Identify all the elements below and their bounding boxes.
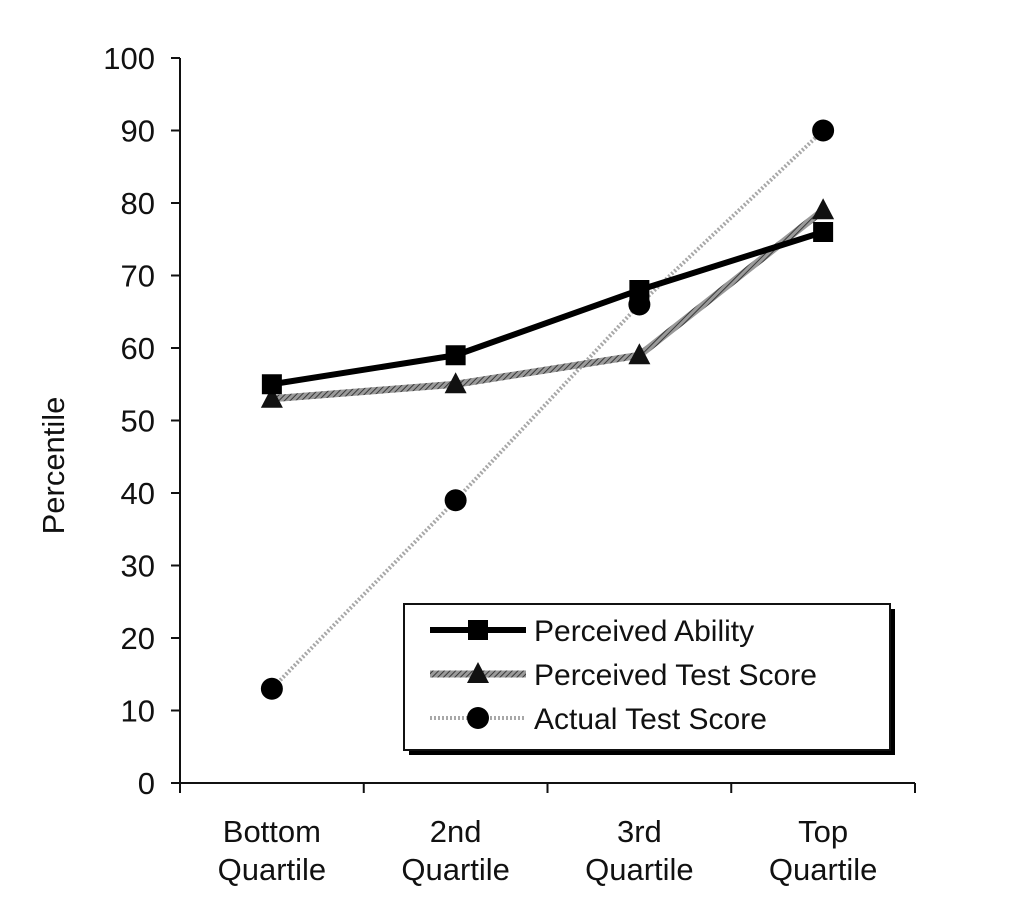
- y-tick-label: 10: [121, 694, 155, 729]
- y-tick-label: 0: [138, 766, 155, 801]
- y-tick-label: 100: [103, 41, 155, 76]
- x-tick-label: Quartile: [218, 852, 327, 887]
- y-tick-label: 80: [121, 186, 155, 221]
- y-tick-label: 90: [121, 114, 155, 149]
- x-tick-label: Quartile: [585, 852, 694, 887]
- y-tick-label: 20: [121, 621, 155, 656]
- square-marker: [261, 374, 282, 395]
- series-line: [270, 129, 825, 691]
- series-layer: [260, 119, 835, 700]
- x-tick-label: 2nd: [430, 814, 482, 849]
- series-perceived-test-score: [260, 198, 835, 408]
- square-marker: [445, 345, 466, 366]
- triangle-marker: [444, 372, 467, 394]
- x-tick-label: Quartile: [401, 852, 510, 887]
- circle-marker: [260, 677, 283, 700]
- legend: Perceived Ability Perceived Test Score Act…: [403, 603, 895, 755]
- x-tick-label: Bottom: [223, 814, 321, 849]
- triangle-marker: [628, 343, 651, 365]
- legend-label: Actual Test Score: [534, 703, 767, 736]
- square-marker: [468, 620, 488, 640]
- series-perceived-ability: [261, 222, 834, 395]
- circle-marker: [812, 119, 835, 142]
- legend-item: Actual Test Score: [430, 703, 767, 736]
- x-tick-label: 3rd: [617, 814, 662, 849]
- y-tick-label: 40: [121, 476, 155, 511]
- legend-item: Perceived Test Score: [430, 659, 817, 692]
- triangle-marker: [467, 662, 489, 683]
- y-tick-label: 60: [121, 331, 155, 366]
- square-marker: [629, 280, 650, 300]
- legend-label: Perceived Ability: [534, 615, 754, 648]
- x-tick-label: Top: [798, 814, 848, 849]
- triangle-marker: [260, 386, 283, 408]
- square-marker: [813, 222, 834, 242]
- circle-marker: [444, 489, 467, 512]
- y-tick-label: 50: [121, 404, 155, 439]
- series-line: [271, 207, 826, 403]
- circle-marker: [467, 707, 489, 729]
- axes: 0102030405060708090100BottomQuartile2ndQ…: [36, 41, 916, 887]
- legend-item: Perceived Ability: [430, 615, 754, 648]
- triangle-marker: [812, 198, 835, 220]
- y-tick-label: 30: [121, 549, 155, 584]
- y-axis-title: Percentile: [36, 397, 71, 535]
- legend-label: Perceived Test Score: [534, 659, 817, 692]
- x-tick-label: Quartile: [769, 852, 878, 887]
- y-tick-label: 70: [121, 259, 155, 294]
- series-line: [271, 229, 825, 388]
- series-actual-test-score: [260, 119, 835, 700]
